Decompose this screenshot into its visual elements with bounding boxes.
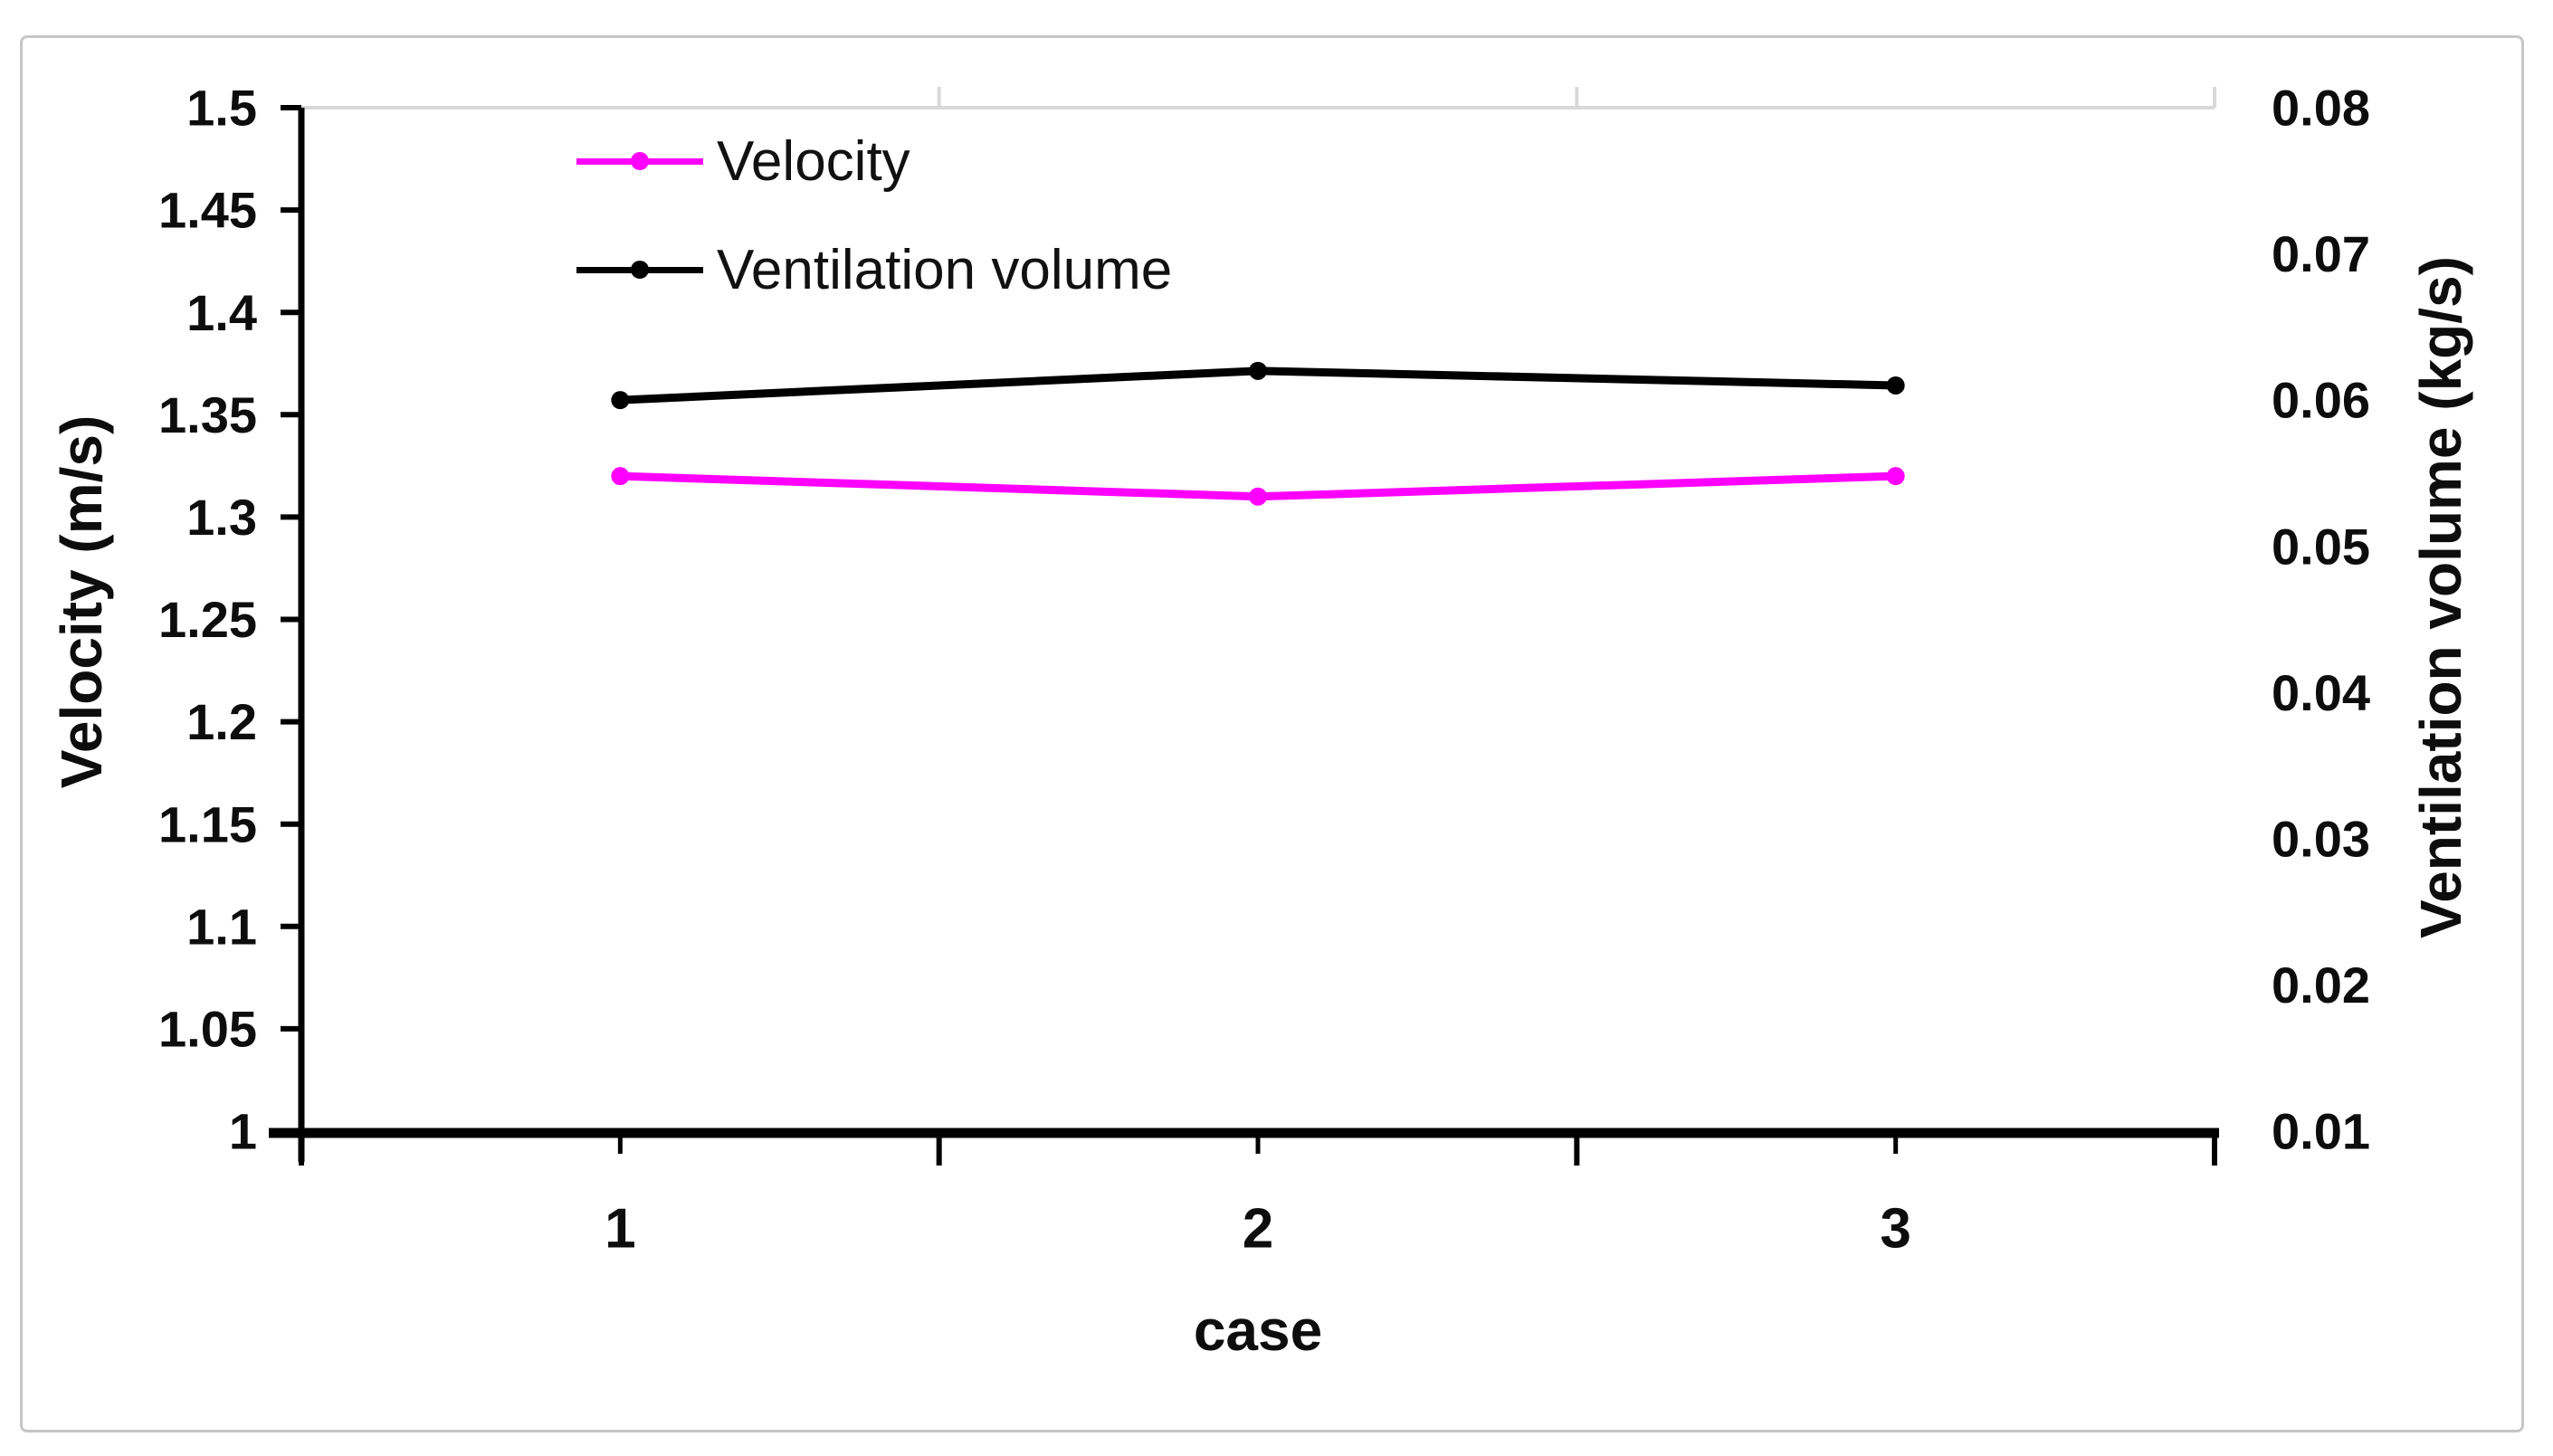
left-axis-title: Velocity (m/s): [49, 414, 114, 789]
x-axis-tick-label: 3: [1880, 1198, 1910, 1261]
left-axis-tick-label: 1.15: [158, 795, 257, 852]
right-axis-title: Ventilation volume (kg/s): [2408, 256, 2473, 938]
legend-line-sample: [576, 261, 703, 279]
right-axis-tick-label: 0.05: [2272, 518, 2370, 575]
data-point-ventilation-volume: [611, 391, 630, 410]
x-axis-tick-label: 2: [1243, 1198, 1273, 1261]
right-axis-tick-label: 0.01: [2272, 1103, 2370, 1160]
legend-marker-dot: [631, 261, 649, 279]
figure-border: [20, 35, 2524, 1432]
legend-label: Ventilation volume: [717, 238, 1173, 301]
data-point-velocity: [1249, 487, 1267, 506]
left-axis-tick-label: 1.3: [186, 489, 257, 546]
data-point-ventilation-volume: [1249, 361, 1267, 380]
legend-label: Velocity: [717, 129, 910, 193]
right-axis-tick-label: 0.06: [2272, 372, 2370, 429]
left-axis-tick-label: 1.1: [186, 898, 257, 955]
left-axis-tick-label: 1.05: [158, 1001, 257, 1058]
right-axis-tick-label: 0.02: [2272, 956, 2370, 1013]
legend-line-sample: [576, 152, 703, 170]
legend-item-ventilation-volume: Ventilation volume: [576, 237, 1172, 302]
right-axis-tick-label: 0.07: [2272, 225, 2370, 282]
left-axis-tick-label: 1: [229, 1103, 257, 1160]
x-axis-title: case: [1193, 1298, 1323, 1363]
left-axis-tick-label: 1.45: [158, 182, 257, 239]
data-point-velocity: [611, 467, 630, 486]
right-axis-tick-label: 0.08: [2272, 80, 2370, 137]
left-axis-tick-label: 1.35: [158, 386, 257, 443]
right-axis-tick-label: 0.03: [2272, 810, 2370, 867]
left-axis-tick-label: 1.5: [186, 80, 257, 137]
legend-item-velocity: Velocity: [576, 128, 910, 194]
left-axis-tick-label: 1.2: [186, 693, 257, 750]
right-axis-tick-label: 0.04: [2272, 664, 2370, 721]
left-axis-tick-label: 1.4: [186, 284, 257, 341]
data-point-velocity: [1886, 467, 1905, 486]
left-axis-tick-label: 1.25: [158, 591, 257, 648]
x-axis-tick-label: 1: [605, 1198, 635, 1261]
legend-marker-dot: [631, 152, 649, 170]
data-point-ventilation-volume: [1886, 376, 1905, 395]
